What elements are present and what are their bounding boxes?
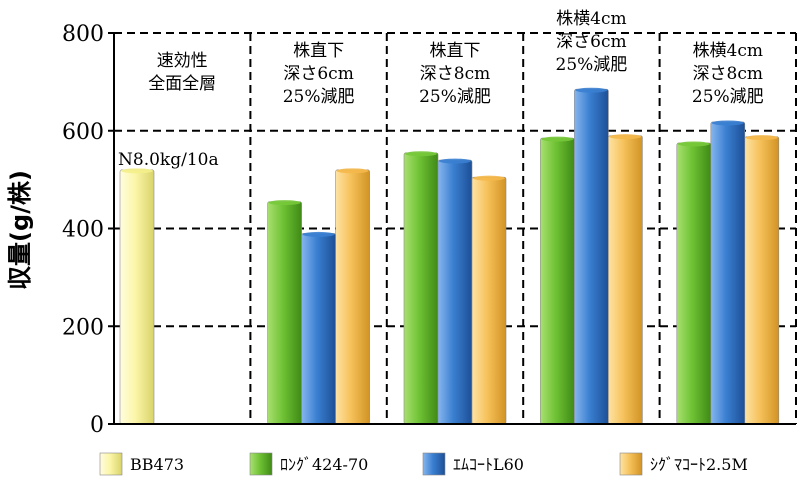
bar-cap [302, 231, 335, 237]
bar [676, 142, 712, 425]
y-tick-label: 800 [62, 22, 104, 47]
bar-cap [677, 141, 710, 147]
y-tick-label: 0 [90, 413, 104, 438]
legend: BB473 ﾛﾝｸﾞ424-70 ｴﾑｺｰﾄL60 ｼｸﾞﾏｺｰﾄ2.5M [99, 452, 748, 476]
y-tick-label: 600 [62, 120, 104, 145]
group-label: 全面全層 [148, 74, 216, 94]
legend-swatch [422, 452, 446, 476]
bar-cap [121, 168, 153, 174]
group-label: 深さ8cm [693, 64, 763, 84]
bar [471, 176, 507, 425]
group-label: 深さ6cm [556, 32, 626, 52]
group-label: 深さ8cm [420, 64, 490, 84]
y-axis-label: 収量(g/株) [6, 170, 34, 290]
group-label: 深さ6cm [283, 64, 353, 84]
bar-cap [268, 200, 301, 206]
group-label: 25%減肥 [419, 87, 491, 107]
y-tick-label: 200 [62, 315, 104, 340]
legend-swatch [619, 452, 643, 476]
bar [267, 201, 302, 425]
bar [403, 152, 439, 425]
legend-label: ｼｸﾞﾏｺｰﾄ2.5M [650, 455, 748, 474]
bars [119, 87, 780, 425]
group-labels: 速効性全面全層株直下深さ6cm25%減肥株直下深さ8cm25%減肥株横4cm深さ… [148, 9, 763, 107]
group-label: 株横4cm [693, 41, 763, 61]
y-tick-label: 400 [62, 218, 104, 243]
group-label: 株直下 [430, 41, 481, 61]
group-label: 25%減肥 [692, 87, 764, 107]
bar-cap [575, 87, 608, 93]
legend-label: ﾛﾝｸﾞ424-70 [280, 455, 368, 474]
bar-cap [405, 151, 437, 157]
bar [119, 169, 155, 425]
group-label: 速効性 [157, 51, 208, 71]
legend-swatch [249, 452, 273, 476]
group-label: 株直下 [293, 41, 344, 61]
bar [335, 169, 370, 425]
bar-cap [745, 135, 778, 141]
bar [608, 135, 643, 425]
bar [710, 121, 746, 425]
bar-cap [609, 134, 642, 140]
bar-cap [439, 158, 471, 164]
bar [437, 159, 473, 425]
annotation: N8.0kg/10a [118, 150, 219, 170]
bar-cap [711, 120, 744, 126]
bar-cap [336, 168, 369, 174]
bar [744, 136, 780, 425]
legend-swatch [99, 452, 123, 476]
bar-cap [541, 136, 574, 142]
bar [301, 233, 336, 425]
group-label: 25%減肥 [283, 87, 355, 107]
bar-cap [473, 175, 505, 181]
legend-label: BB473 [130, 455, 184, 474]
legend-label: ｴﾑｺｰﾄL60 [453, 455, 524, 474]
bar [574, 88, 609, 425]
bar [540, 137, 575, 425]
group-label: 株横4cm [556, 9, 626, 29]
group-label: 25%減肥 [556, 55, 628, 75]
axes [108, 32, 796, 425]
